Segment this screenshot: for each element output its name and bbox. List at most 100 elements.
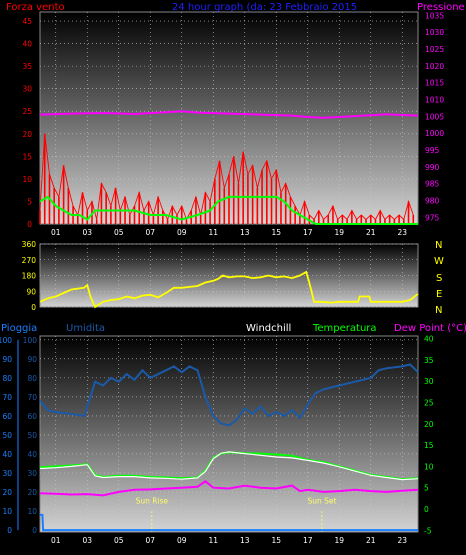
humidity-temperature-grid <box>40 336 418 532</box>
dewpoint-label: Dew Point (°C) <box>394 323 466 334</box>
compass-e: E <box>436 289 442 300</box>
wind-average-line <box>39 195 418 225</box>
wind-pressure-grid <box>40 12 418 225</box>
sunset-label: Sun Set <box>307 496 336 505</box>
rain-tick-label: 20 <box>2 488 12 497</box>
compass-n-bottom: N <box>435 305 442 316</box>
humidity-tick-label: 30 <box>27 469 37 478</box>
wind-tick-label: 35 <box>22 62 32 71</box>
x-tick-label: 05 <box>114 228 124 237</box>
temperature-tick-label: 20 <box>424 420 434 429</box>
compass-labels: N W S E N <box>434 240 444 316</box>
wind-pressure-series <box>39 110 419 225</box>
pressure-tick-label: 980 <box>425 196 440 205</box>
rain-tick-label: 10 <box>2 507 12 516</box>
humidity-temperature-series <box>39 363 419 532</box>
x-tick-label: 11 <box>208 228 218 237</box>
pressure-label: Pressione <box>417 2 465 13</box>
wind-tick-label: 5 <box>27 197 32 206</box>
rain-tick-label: 70 <box>2 393 12 402</box>
wind-direction-grid <box>40 243 418 308</box>
windchill-label: Windchill <box>246 323 291 334</box>
x-tick-label: 15 <box>271 536 281 545</box>
x-tick-label: 09 <box>177 536 187 545</box>
pressure-tick-label: 1000 <box>425 129 444 138</box>
wind-speed-label: Forza vento <box>6 2 65 13</box>
temperature-tick-label: 15 <box>424 441 434 450</box>
rain-tick-label: 80 <box>2 374 12 383</box>
wind-tick-label: 40 <box>22 40 32 49</box>
humidity-label: Umidita <box>66 323 105 334</box>
pressure-tick-label: 1030 <box>425 28 444 37</box>
x-tick-label: 01 <box>51 536 61 545</box>
x-tick-label: 11 <box>208 536 218 545</box>
pressure-tick-label: 1005 <box>425 112 444 121</box>
x-tick-label: 19 <box>334 536 344 545</box>
x-tick-label: 13 <box>240 536 250 545</box>
x-tick-label: 07 <box>145 536 155 545</box>
temperature-tick-label: 40 <box>424 335 434 344</box>
x-tick-label: 21 <box>366 228 376 237</box>
x-tick-label: 13 <box>240 228 250 237</box>
temperature-tick-label: 25 <box>424 398 434 407</box>
wind-tick-label: 15 <box>22 152 32 161</box>
humidity-tick-label: 50 <box>27 431 37 440</box>
humidity-tick-label: 80 <box>27 374 37 383</box>
rain-tick-label: 90 <box>2 355 12 364</box>
wind-direction-series <box>39 270 419 309</box>
rain-label: Pioggia <box>1 323 37 334</box>
direction-tick-label: 270 <box>22 256 37 265</box>
wind-tick-label: 20 <box>22 130 32 139</box>
direction-tick-label: 180 <box>22 272 37 281</box>
temperature-tick-label: 35 <box>424 356 434 365</box>
humidity-tick-label: 70 <box>27 393 37 402</box>
humidity-tick-label: 40 <box>27 450 37 459</box>
x-tick-label: 21 <box>366 536 376 545</box>
wind-tick-label: 10 <box>22 175 32 184</box>
pressure-tick-label: 975 <box>425 213 440 222</box>
windchill-line <box>39 451 419 481</box>
wind-direction-axis-labels: 0 90 180 270 360 <box>22 240 37 312</box>
wind-tick-label: 45 <box>22 17 32 26</box>
wind-tick-label: 30 <box>22 85 32 94</box>
pressure-tick-label: 1025 <box>425 45 444 54</box>
rain-tick-label: 30 <box>2 469 12 478</box>
sun-annotations: Sun Rise Sun Set <box>136 496 337 505</box>
compass-w: W <box>434 256 444 267</box>
compass-s: S <box>436 273 442 284</box>
rain-tick-label: 40 <box>2 450 12 459</box>
dew-point-line <box>39 480 419 497</box>
x-tick-label: 05 <box>114 536 124 545</box>
rain-tick-label: 50 <box>2 431 12 440</box>
wind-pressure-axis-labels: 0510152025303540459759809859909951000100… <box>22 11 444 237</box>
pressure-tick-label: 1010 <box>425 95 444 104</box>
wind-speed-line <box>39 133 414 221</box>
x-tick-label: 17 <box>303 228 313 237</box>
pressure-tick-label: 990 <box>425 163 440 172</box>
rain-tick-label: 0 <box>7 526 12 535</box>
wind-tick-label: 25 <box>22 107 32 116</box>
humidity-tick-label: 90 <box>27 355 37 364</box>
humidity-temperature-plot-area <box>39 335 419 533</box>
pressure-line <box>39 110 419 119</box>
humidity-tick-label: 10 <box>27 507 37 516</box>
humidity-tick-label: 60 <box>27 412 37 421</box>
temperature-tick-label: 5 <box>424 484 429 493</box>
pressure-tick-label: 1035 <box>425 11 444 20</box>
pressure-tick-label: 1015 <box>425 79 444 88</box>
wind-direction-line <box>39 270 419 309</box>
direction-tick-label: 90 <box>26 287 36 296</box>
temperature-tick-label: 0 <box>424 505 429 514</box>
temperature-label: Temperatura <box>312 323 377 334</box>
x-tick-label: 17 <box>303 536 313 545</box>
temperature-tick-label: 30 <box>424 377 434 386</box>
humidity-tick-label: 0 <box>32 526 37 535</box>
sunrise-label: Sun Rise <box>136 496 169 505</box>
direction-tick-label: 360 <box>22 240 37 249</box>
pioggia-line <box>40 513 418 532</box>
temperature-tick-label: -5 <box>424 526 432 535</box>
pressure-tick-label: 1020 <box>425 62 444 71</box>
humidity-tick-label: 20 <box>27 488 37 497</box>
temperature-tick-label: 10 <box>424 462 434 471</box>
